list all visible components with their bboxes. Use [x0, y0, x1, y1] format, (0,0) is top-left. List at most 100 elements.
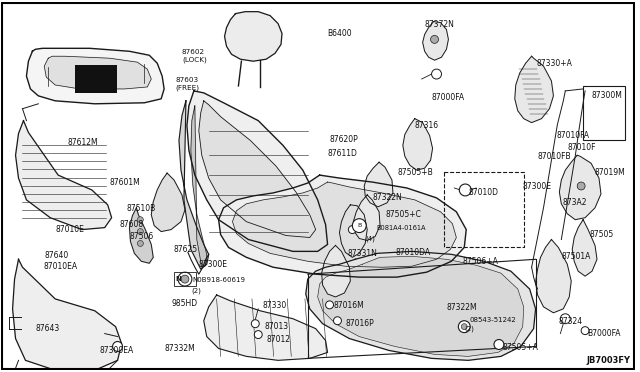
Circle shape [353, 219, 366, 232]
Polygon shape [364, 162, 393, 207]
Text: 87602
(LOCK): 87602 (LOCK) [182, 49, 207, 63]
Circle shape [577, 182, 585, 190]
Text: JB7003FY: JB7003FY [586, 356, 630, 365]
Circle shape [494, 340, 504, 349]
Polygon shape [44, 56, 151, 89]
Circle shape [252, 320, 259, 328]
Circle shape [431, 35, 438, 44]
Text: 87010F: 87010F [567, 144, 596, 153]
Text: N: N [175, 276, 181, 282]
Text: 87322N: 87322N [372, 193, 402, 202]
Bar [583, 86, 625, 141]
Text: 87601M: 87601M [109, 178, 140, 187]
Text: (2): (2) [464, 326, 474, 332]
Text: 87019M: 87019M [594, 168, 625, 177]
Text: 985HD: 985HD [171, 299, 197, 308]
Polygon shape [317, 256, 524, 356]
Circle shape [461, 324, 467, 330]
Text: 87010FA: 87010FA [556, 131, 589, 140]
Text: 87316: 87316 [415, 121, 439, 129]
Text: 87620P: 87620P [330, 135, 358, 144]
Text: 87603
(FREE): 87603 (FREE) [175, 77, 199, 90]
Circle shape [254, 331, 262, 339]
Polygon shape [572, 220, 597, 276]
Circle shape [333, 317, 341, 325]
Text: 87505+A: 87505+A [503, 343, 539, 352]
Polygon shape [232, 182, 456, 267]
Polygon shape [204, 295, 328, 360]
Text: 87506+A: 87506+A [462, 257, 498, 266]
Polygon shape [129, 208, 153, 263]
Circle shape [138, 228, 143, 234]
Circle shape [113, 341, 122, 352]
Text: 87300EA: 87300EA [100, 346, 134, 356]
Text: 08543-51242: 08543-51242 [469, 317, 516, 323]
Polygon shape [306, 251, 536, 360]
Text: 87506: 87506 [129, 231, 154, 241]
Text: 87330: 87330 [262, 301, 287, 310]
Text: (4): (4) [365, 235, 375, 242]
Polygon shape [191, 106, 207, 267]
Polygon shape [515, 56, 554, 123]
Text: B6400: B6400 [328, 29, 352, 38]
Circle shape [181, 275, 189, 283]
Text: 87300M: 87300M [591, 91, 622, 100]
Polygon shape [536, 240, 572, 313]
Text: B7000FA: B7000FA [587, 328, 621, 338]
Text: 87372N: 87372N [425, 20, 454, 29]
Text: 87501A: 87501A [561, 252, 591, 262]
Text: 87010FB: 87010FB [538, 152, 571, 161]
Polygon shape [15, 121, 111, 230]
Polygon shape [225, 12, 282, 61]
Circle shape [178, 272, 192, 286]
Text: 87013: 87013 [264, 322, 288, 331]
Text: 87010E: 87010E [55, 225, 84, 234]
Text: 87608: 87608 [120, 220, 144, 229]
Text: 87300E: 87300E [523, 182, 552, 191]
Text: 87331N: 87331N [348, 249, 377, 259]
Text: 87505+B: 87505+B [398, 168, 434, 177]
Text: 87010DA: 87010DA [396, 248, 431, 257]
Polygon shape [187, 91, 328, 251]
Text: N0B918-60619: N0B918-60619 [193, 277, 246, 283]
Text: (2): (2) [191, 287, 201, 294]
Text: 87000FA: 87000FA [431, 93, 465, 102]
Polygon shape [219, 175, 467, 277]
Text: 87016P: 87016P [346, 319, 374, 328]
Text: 873A2: 873A2 [563, 198, 587, 207]
Text: 87322M: 87322M [447, 303, 477, 312]
Polygon shape [353, 195, 380, 240]
Circle shape [348, 226, 356, 234]
Text: 87330+A: 87330+A [536, 59, 572, 68]
Text: 87332M: 87332M [164, 344, 195, 353]
Polygon shape [559, 155, 601, 220]
Polygon shape [422, 22, 449, 60]
Text: 87505+C: 87505+C [385, 210, 421, 219]
Text: 87612M: 87612M [67, 138, 98, 147]
Text: 87324: 87324 [558, 317, 582, 326]
Text: 87611D: 87611D [328, 149, 358, 158]
Text: 87640: 87640 [44, 251, 68, 260]
Polygon shape [199, 101, 316, 237]
Text: 87643: 87643 [35, 324, 60, 333]
Polygon shape [322, 246, 350, 297]
Circle shape [138, 217, 143, 223]
Bar [174, 272, 196, 286]
Text: 87016M: 87016M [333, 301, 364, 310]
Circle shape [326, 301, 333, 309]
Polygon shape [403, 119, 433, 170]
Polygon shape [26, 48, 164, 104]
Polygon shape [339, 205, 367, 257]
Circle shape [458, 321, 470, 333]
Polygon shape [13, 259, 122, 370]
Text: 87010D: 87010D [468, 188, 498, 197]
Text: 87510B: 87510B [127, 204, 156, 213]
Text: 87012: 87012 [266, 334, 290, 344]
Polygon shape [179, 101, 209, 269]
Text: B081A4-0161A: B081A4-0161A [376, 225, 426, 231]
Circle shape [581, 327, 589, 334]
Text: 87300E: 87300E [199, 260, 228, 269]
Circle shape [138, 240, 143, 246]
Text: 87625: 87625 [173, 246, 197, 254]
Text: 87505: 87505 [589, 230, 613, 238]
